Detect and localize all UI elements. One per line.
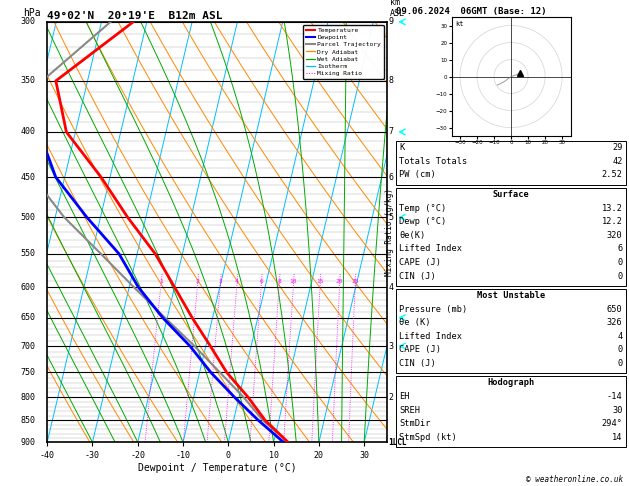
Text: 1: 1: [159, 279, 162, 284]
Text: 2: 2: [196, 279, 199, 284]
Text: 850: 850: [20, 416, 35, 425]
Text: 350: 350: [20, 76, 35, 86]
Text: 3: 3: [218, 279, 222, 284]
Text: StmDir: StmDir: [399, 419, 431, 428]
Text: 5: 5: [389, 213, 394, 222]
Text: 6: 6: [389, 173, 394, 182]
Text: 4: 4: [618, 332, 623, 341]
Text: 10: 10: [289, 279, 297, 284]
X-axis label: Dewpoint / Temperature (°C): Dewpoint / Temperature (°C): [138, 463, 296, 473]
Text: 0: 0: [618, 272, 623, 280]
Text: 450: 450: [20, 173, 35, 182]
Text: SREH: SREH: [399, 406, 420, 415]
Text: PW (cm): PW (cm): [399, 171, 436, 179]
Text: 800: 800: [20, 393, 35, 402]
Text: 1: 1: [389, 438, 394, 447]
Text: CIN (J): CIN (J): [399, 272, 436, 280]
Text: 4: 4: [389, 282, 394, 292]
Text: 700: 700: [20, 342, 35, 350]
Text: CAPE (J): CAPE (J): [399, 346, 442, 354]
Text: 0: 0: [618, 346, 623, 354]
Text: Dewp (°C): Dewp (°C): [399, 217, 447, 226]
Text: 9: 9: [389, 17, 394, 26]
Text: Pressure (mb): Pressure (mb): [399, 305, 468, 313]
Text: Mixing Ratio (g/kg): Mixing Ratio (g/kg): [386, 188, 394, 276]
Text: Surface: Surface: [493, 190, 530, 199]
Text: 300: 300: [20, 17, 35, 26]
Text: 294°: 294°: [602, 419, 623, 428]
Text: 29: 29: [612, 143, 623, 152]
Text: 42: 42: [612, 157, 623, 166]
Text: 14: 14: [612, 433, 623, 442]
Text: 8: 8: [389, 76, 394, 86]
Text: 25: 25: [352, 279, 359, 284]
Text: Lifted Index: Lifted Index: [399, 332, 462, 341]
Text: StmSpd (kt): StmSpd (kt): [399, 433, 457, 442]
Text: Hodograph: Hodograph: [487, 379, 535, 387]
Text: 0: 0: [618, 359, 623, 368]
Text: 326: 326: [607, 318, 623, 327]
Text: 3: 3: [389, 342, 394, 350]
Text: θe (K): θe (K): [399, 318, 431, 327]
Text: 6: 6: [618, 244, 623, 253]
Text: Lifted Index: Lifted Index: [399, 244, 462, 253]
Text: 15: 15: [316, 279, 324, 284]
Text: hPa: hPa: [23, 8, 41, 17]
Text: 320: 320: [607, 231, 623, 240]
Text: 20: 20: [336, 279, 343, 284]
Text: 500: 500: [20, 213, 35, 222]
Text: EH: EH: [399, 392, 410, 401]
Text: 750: 750: [20, 368, 35, 377]
Text: 30: 30: [612, 406, 623, 415]
Text: 600: 600: [20, 282, 35, 292]
Text: CIN (J): CIN (J): [399, 359, 436, 368]
Text: 1LCL: 1LCL: [389, 438, 407, 447]
Text: Most Unstable: Most Unstable: [477, 291, 545, 300]
Text: 7: 7: [389, 127, 394, 137]
Text: km
ASL: km ASL: [390, 0, 405, 17]
Text: 49°02'N  20°19'E  B12m ASL: 49°02'N 20°19'E B12m ASL: [47, 11, 223, 21]
Text: © weatheronline.co.uk: © weatheronline.co.uk: [526, 474, 623, 484]
Text: 0: 0: [618, 258, 623, 267]
Text: 550: 550: [20, 249, 35, 259]
Text: 4: 4: [235, 279, 238, 284]
Text: 400: 400: [20, 127, 35, 137]
Text: Temp (°C): Temp (°C): [399, 204, 447, 212]
Text: 13.2: 13.2: [602, 204, 623, 212]
Text: -14: -14: [607, 392, 623, 401]
Text: Totals Totals: Totals Totals: [399, 157, 468, 166]
Text: 900: 900: [20, 438, 35, 447]
Text: θe(K): θe(K): [399, 231, 426, 240]
Text: 09.06.2024  06GMT (Base: 12): 09.06.2024 06GMT (Base: 12): [396, 7, 547, 17]
Text: 2.52: 2.52: [602, 171, 623, 179]
Text: K: K: [399, 143, 404, 152]
Text: 8: 8: [277, 279, 281, 284]
Text: 650: 650: [607, 305, 623, 313]
Text: kt: kt: [455, 20, 464, 27]
Text: 12.2: 12.2: [602, 217, 623, 226]
Text: CAPE (J): CAPE (J): [399, 258, 442, 267]
Text: 6: 6: [259, 279, 263, 284]
Text: 650: 650: [20, 313, 35, 322]
Text: 2: 2: [389, 393, 394, 402]
Legend: Temperature, Dewpoint, Parcel Trajectory, Dry Adiabat, Wet Adiabat, Isotherm, Mi: Temperature, Dewpoint, Parcel Trajectory…: [303, 25, 384, 79]
